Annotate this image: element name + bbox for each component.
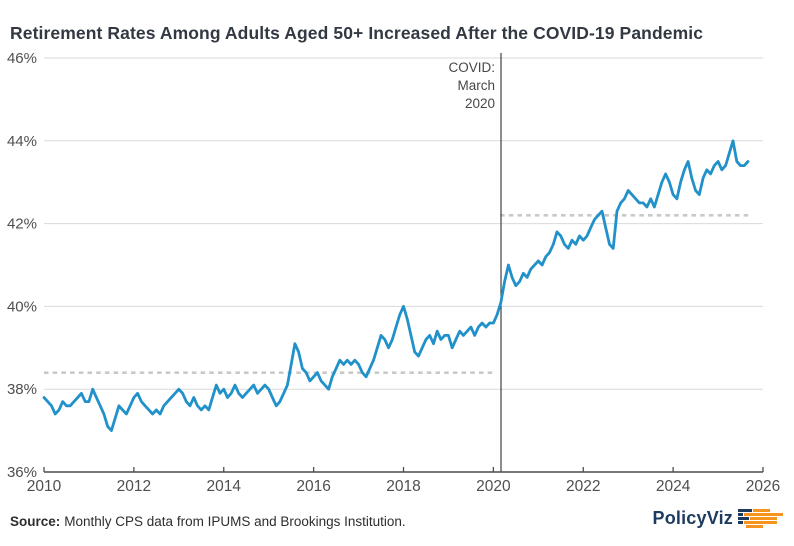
x-tick-label: 2024 xyxy=(656,478,691,495)
policyviz-bars-icon xyxy=(738,509,784,528)
source-label: Source: xyxy=(10,514,61,529)
page-title: Retirement Rates Among Adults Aged 50+ I… xyxy=(10,22,704,43)
policyviz-logo-text: PolicyViz xyxy=(652,508,733,528)
y-tick-label: 46% xyxy=(7,50,37,67)
y-tick-label: 38% xyxy=(7,381,37,398)
policyviz-logo: PolicyViz xyxy=(652,508,784,529)
y-tick-label: 44% xyxy=(7,133,37,150)
covid-annotation: COVID: xyxy=(448,60,495,75)
x-tick-label: 2016 xyxy=(296,478,330,495)
source-note: Source: Monthly CPS data from IPUMS and B… xyxy=(10,514,406,529)
retirement-rate-series xyxy=(42,139,750,433)
x-tick-label: 2014 xyxy=(207,478,242,495)
x-tick-label: 2012 xyxy=(117,478,151,495)
y-tick-label: 40% xyxy=(7,298,37,315)
x-tick-label: 2018 xyxy=(386,478,420,495)
y-tick-label: 36% xyxy=(7,464,37,481)
x-tick-label: 2022 xyxy=(566,478,600,495)
covid-annotation: 2020 xyxy=(465,96,495,111)
x-tick-label: 2010 xyxy=(27,478,62,495)
x-tick-label: 2026 xyxy=(746,478,780,495)
y-tick-label: 42% xyxy=(7,216,37,233)
source-text: Monthly CPS data from IPUMS and Brooking… xyxy=(64,514,406,529)
x-tick-label: 2020 xyxy=(476,478,511,495)
covid-annotation: March xyxy=(457,78,495,93)
